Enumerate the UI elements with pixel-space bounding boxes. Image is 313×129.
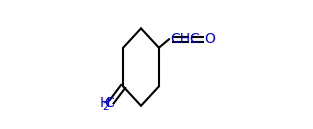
Text: 2: 2 bbox=[102, 102, 109, 112]
Text: H: H bbox=[99, 96, 110, 110]
Text: O: O bbox=[204, 32, 215, 46]
Text: C: C bbox=[104, 96, 114, 110]
Text: CH: CH bbox=[170, 32, 190, 46]
Text: C: C bbox=[189, 32, 199, 46]
